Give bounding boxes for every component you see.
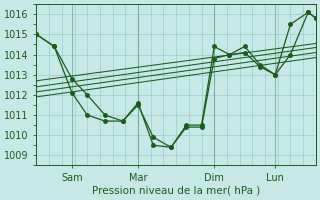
X-axis label: Pression niveau de la mer( hPa ): Pression niveau de la mer( hPa )	[92, 186, 260, 196]
